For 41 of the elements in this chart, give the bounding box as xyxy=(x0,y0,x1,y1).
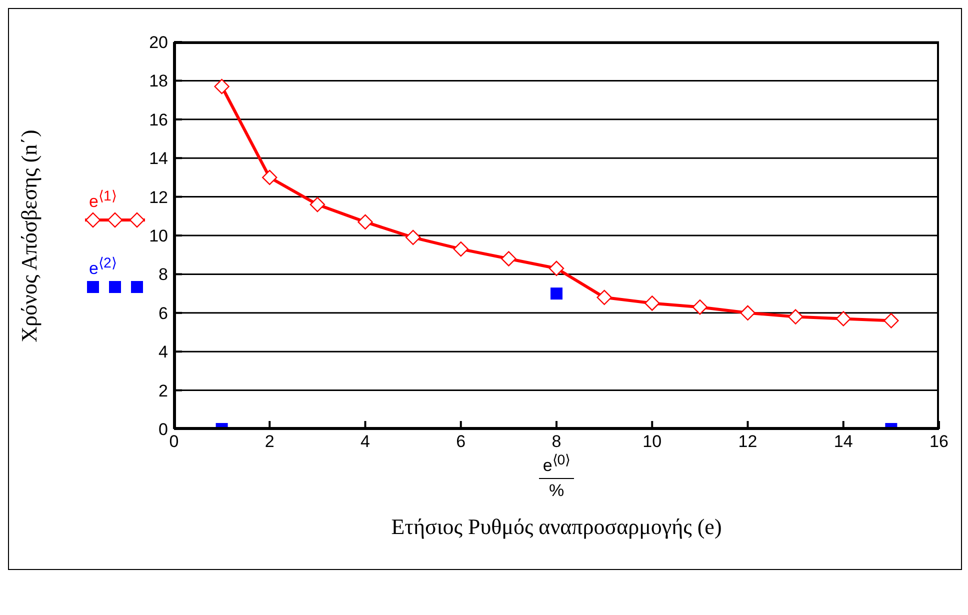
x-tick-label: 2 xyxy=(264,432,274,452)
point xyxy=(358,214,373,230)
text: e$^{⟨0⟩}$ xyxy=(542,452,570,475)
point xyxy=(836,311,851,326)
y-tick-label: 10 xyxy=(149,226,168,246)
point xyxy=(644,296,660,311)
y-axis-title: Χρόνος Απόσβεσης (n΄) xyxy=(16,129,42,342)
point xyxy=(788,309,804,324)
point xyxy=(692,299,708,315)
point xyxy=(548,260,564,276)
x-tick-label: 16 xyxy=(930,432,948,452)
point xyxy=(310,196,326,212)
point xyxy=(596,290,612,306)
point xyxy=(214,78,230,94)
y-tick-label: 0 xyxy=(158,420,168,440)
x-tick-label: 10 xyxy=(642,432,662,452)
point xyxy=(884,313,899,328)
x-tick-label: 4 xyxy=(360,432,370,452)
y-tick-label: 12 xyxy=(149,188,168,207)
x-tick-label: 8 xyxy=(552,432,562,452)
point xyxy=(453,241,468,257)
text: e$^{⟨1⟩}$ xyxy=(89,188,116,211)
x-axis-title: Ετήσιος Ρυθμός αναπροσαρμογής (e) xyxy=(390,514,723,540)
point xyxy=(501,251,516,266)
y-tick-label: 20 xyxy=(149,33,168,52)
x-tick-label: 12 xyxy=(738,432,758,452)
y-tick-label: 16 xyxy=(149,110,168,130)
y-tick-label: 4 xyxy=(158,342,168,362)
text: e$^{⟨2⟩}$ xyxy=(89,256,116,278)
y-tick-label: 18 xyxy=(149,72,168,91)
point xyxy=(262,170,278,186)
point xyxy=(405,230,421,246)
y-tick-label: 2 xyxy=(158,381,168,400)
y-tick-label: 14 xyxy=(149,149,168,168)
y-tick-label: 8 xyxy=(158,265,168,284)
point xyxy=(740,305,756,320)
point xyxy=(550,288,562,300)
x-tick-label: 14 xyxy=(834,432,853,452)
x-tick-label: 6 xyxy=(456,432,466,452)
y-tick-label: 6 xyxy=(158,304,168,323)
text: % xyxy=(548,480,564,500)
